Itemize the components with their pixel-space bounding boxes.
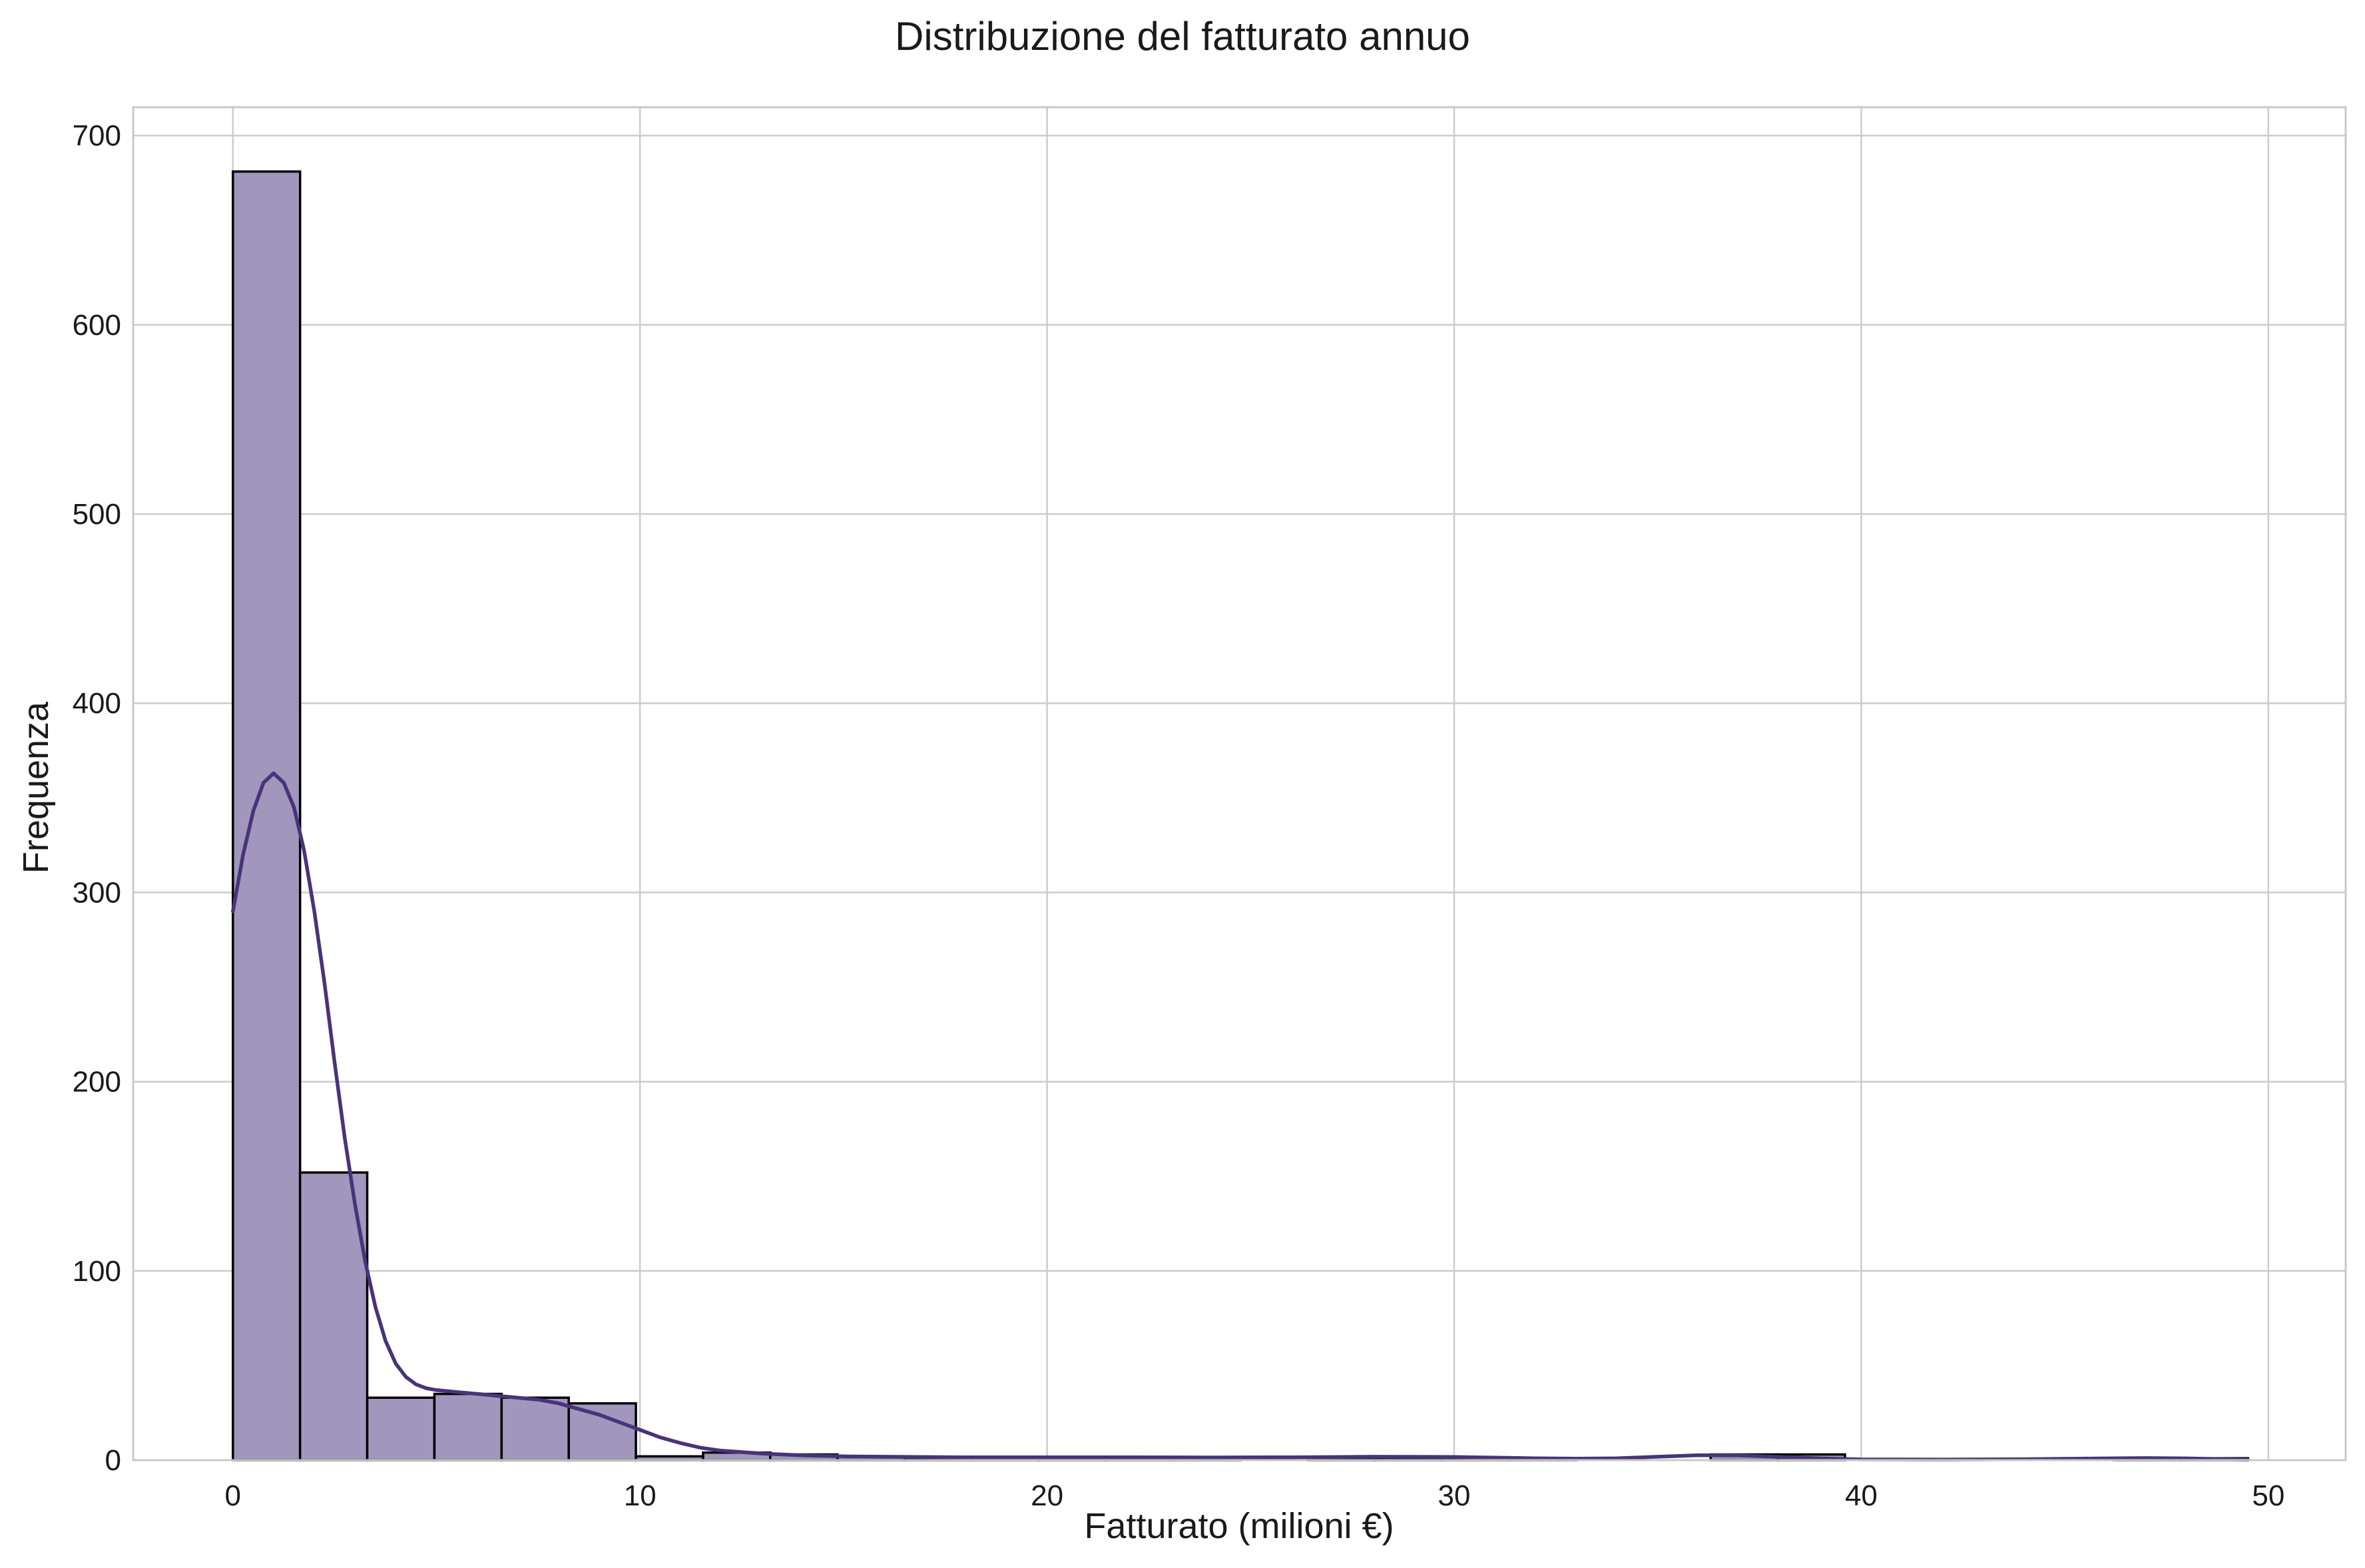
x-tick-label: 10: [624, 1479, 657, 1512]
y-tick-label: 400: [73, 687, 121, 720]
x-tick-label: 50: [2252, 1479, 2284, 1512]
x-tick-label: 40: [1845, 1479, 1878, 1512]
y-tick-label: 700: [73, 120, 121, 152]
histogram-bars: [232, 170, 2250, 1461]
histogram-bar: [500, 1396, 570, 1461]
kde-line: [231, 771, 2250, 1462]
y-tick-label: 100: [73, 1255, 121, 1288]
y-tick-label: 500: [73, 498, 121, 531]
y-tick-label: 600: [73, 309, 121, 342]
histogram-bar: [567, 1402, 637, 1461]
x-tick-label: 30: [1438, 1479, 1471, 1512]
histogram-bar: [433, 1392, 503, 1461]
histogram-bar: [232, 170, 302, 1461]
histogram-bar: [366, 1396, 436, 1461]
grid-lines: [133, 107, 2346, 1461]
plot-frame: [132, 106, 2347, 1461]
y-tick-label: 200: [73, 1066, 121, 1099]
x-tick-label: 0: [225, 1479, 241, 1512]
x-tick-label: 20: [1031, 1479, 1063, 1512]
chart-title: Distribuzione del fatturato annuo: [895, 14, 1470, 59]
y-tick-label: 300: [73, 876, 121, 909]
y-tick-label: 0: [105, 1444, 121, 1477]
kde-curve-group: [231, 771, 2250, 1462]
x-axis-label: Fatturato (milioni €): [1084, 1506, 1394, 1546]
y-axis-label: Frequenza: [16, 701, 56, 874]
